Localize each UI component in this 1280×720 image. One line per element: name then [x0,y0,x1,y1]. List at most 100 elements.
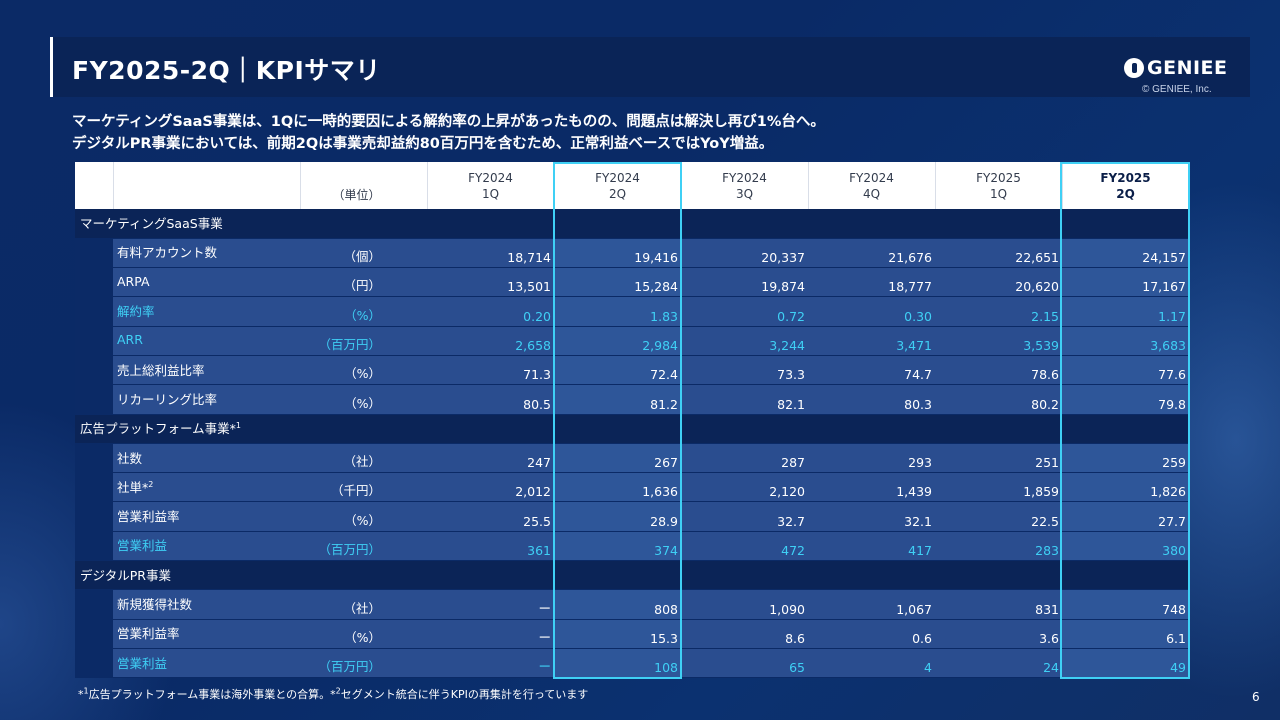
value-cell: 72.4 [554,355,681,386]
subtitle-line-1: マーケティングSaaS事業は、1Qに一時的要因による解約率の上昇があったものの、… [72,114,825,130]
value-cell: 374 [554,531,681,562]
unit-header: （単位） [300,162,428,209]
value-cell: 22,651 [935,238,1062,269]
table-row: 社単*2 （千円） 2,012 1,636 2,120 1,439 1,859 … [75,472,1189,503]
table-row: 営業利益率 （%） ー 15.3 8.6 0.6 3.6 6.1 [75,619,1189,649]
column-quarter: 1Q [481,186,500,201]
section-title: マーケティングSaaS事業 [75,209,1189,239]
value-cell: 361 [427,531,554,562]
row-unit: （百万円） [300,648,427,679]
footnote-mark: * [78,688,84,701]
indent-cell [75,531,113,562]
value-cell: 472 [681,531,808,562]
value-cell: 247 [427,443,554,474]
copyright: © GENIEE, Inc. [1142,84,1212,95]
value-cell: 32.1 [808,501,935,532]
value-cell: 3,244 [681,326,808,356]
value-cell: 24 [935,648,1062,679]
value-cell: 2,984 [554,326,681,356]
row-label: 売上総利益比率 [113,355,300,386]
column-year: FY2025 [1100,170,1151,185]
row-label: ARPA [113,267,300,298]
footnote-mark: 1 [235,421,241,431]
value-cell: 259 [1062,443,1189,474]
section-row: マーケティングSaaS事業 [75,209,1189,239]
value-cell: 417 [808,531,935,562]
value-cell: 19,416 [554,238,681,269]
column-header: FY2024 4Q [808,162,936,209]
section-title: 広告プラットフォーム事業* [80,421,236,437]
subtitle-line-2: デジタルPR事業においては、前期2Qは事業売却益約80百万円を含むため、正常利益… [72,136,774,152]
value-cell: 1,859 [935,472,1062,503]
value-cell: 82.1 [681,384,808,415]
section-row: デジタルPR事業 [75,560,1189,591]
indent-cell [75,648,113,679]
footnote-sup: 2 [335,686,341,696]
indent-cell [75,443,113,474]
column-quarter: 2Q [608,186,627,201]
row-label: 営業利益 [113,531,300,562]
value-cell: 1,826 [1062,472,1189,503]
geniee-logo-icon [1124,58,1144,78]
footnote-mark: * [330,688,336,701]
column-year: FY2024 [468,170,513,185]
row-unit: （百万円） [300,531,427,562]
footnote-sup: 1 [83,686,89,696]
value-cell: 831 [935,589,1062,620]
row-unit: （%） [300,501,427,532]
value-cell: 21,676 [808,238,935,269]
row-label: 営業利益 [113,648,300,679]
table-row: 有料アカウント数 （個） 18,714 19,416 20,337 21,676… [75,238,1189,269]
indent-cell [75,472,113,503]
column-header: FY2025 1Q [935,162,1063,209]
row-label: ARR [113,326,300,356]
column-year: FY2024 [722,170,767,185]
row-label: 社数 [113,443,300,474]
row-label-cell: 社単*2 [113,472,300,503]
value-cell: 77.6 [1062,355,1189,386]
value-cell: 73.3 [681,355,808,386]
row-unit: （百万円） [300,326,427,356]
value-cell: 1,636 [554,472,681,503]
column-year: FY2024 [595,170,640,185]
value-cell: 2,120 [681,472,808,503]
section-title-cell: 広告プラットフォーム事業*1 [75,414,1189,444]
table-row: ARPA （円） 13,501 15,284 19,874 18,777 20,… [75,267,1189,298]
row-label: 解約率 [113,296,300,327]
column-header-current: FY2025 2Q [1062,162,1190,209]
row-label: 有料アカウント数 [113,238,300,269]
value-cell: 108 [554,648,681,679]
indent-cell [75,296,113,327]
row-label: 営業利益率 [113,619,300,649]
row-unit: （%） [300,619,427,649]
indent-cell [75,267,113,298]
footnote-text-1: 広告プラットフォーム事業は海外事業との合算。 [88,688,331,701]
value-cell: 1.83 [554,296,681,327]
kpi-table: （単位） FY2024 1Q FY2024 2Q FY2024 3Q FY2024 4Q… [75,162,1190,679]
column-quarter: 1Q [989,186,1008,201]
value-cell: 2,012 [427,472,554,503]
page-number: 6 [1252,690,1260,704]
row-unit: （社） [300,589,427,620]
column-year: FY2024 [849,170,894,185]
value-cell: 3,471 [808,326,935,356]
value-cell: 78.6 [935,355,1062,386]
value-cell: 2.15 [935,296,1062,327]
value-cell: 267 [554,443,681,474]
title-bar [50,37,1250,97]
value-cell: 8.6 [681,619,808,649]
value-cell: 380 [1062,531,1189,562]
row-unit: （千円） [300,472,427,503]
row-label: 新規獲得社数 [113,589,300,620]
value-cell: 79.8 [1062,384,1189,415]
value-cell: 18,777 [808,267,935,298]
column-quarter: 3Q [735,186,754,201]
value-cell: 1,090 [681,589,808,620]
value-cell: 0.72 [681,296,808,327]
column-quarter: 2Q [1116,186,1135,201]
value-cell: 18,714 [427,238,554,269]
value-cell: 80.5 [427,384,554,415]
table-row: 営業利益 （百万円） 361 374 472 417 283 380 [75,531,1189,562]
value-cell: 3,683 [1062,326,1189,356]
row-unit: （%） [300,355,427,386]
